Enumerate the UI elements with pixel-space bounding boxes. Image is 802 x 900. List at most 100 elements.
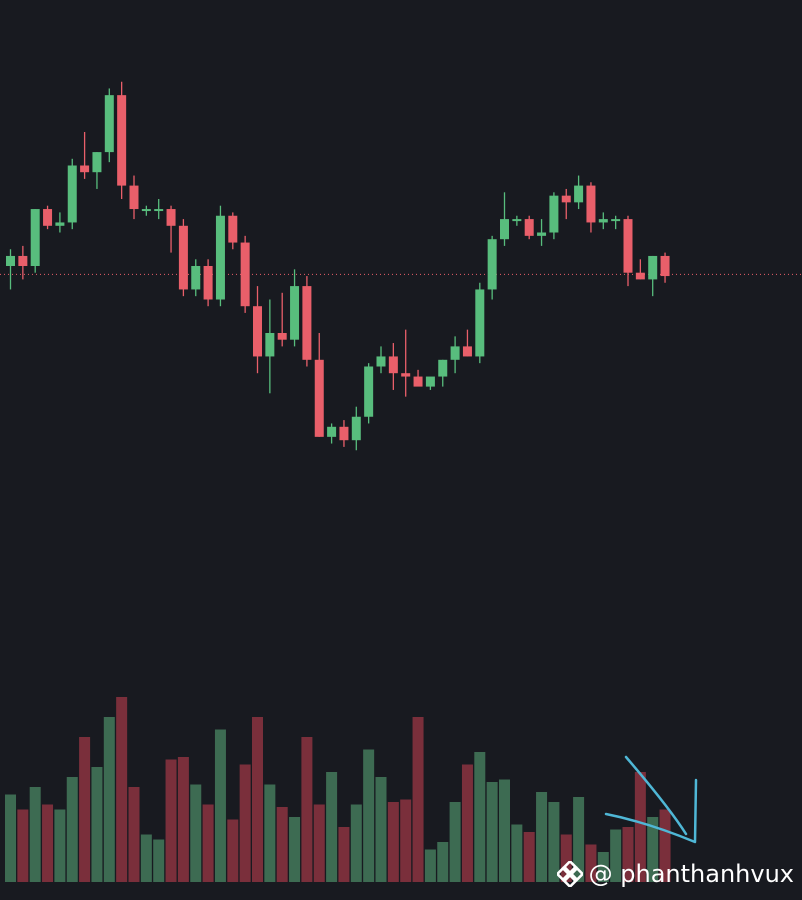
volume-bar <box>387 802 399 882</box>
volume-bar <box>165 759 177 882</box>
candle <box>388 343 398 390</box>
hand-drawn-arrow-annotation <box>604 755 698 844</box>
candle <box>55 212 65 233</box>
candle-body <box>574 185 584 203</box>
volume-bar <box>153 839 165 882</box>
candle-body <box>191 266 201 290</box>
candle-body <box>203 266 213 300</box>
candle <box>302 276 312 367</box>
volume-bar <box>190 784 202 882</box>
candle <box>487 235 497 300</box>
volume-bar <box>622 827 634 882</box>
candle-body <box>166 209 176 226</box>
candle <box>141 205 151 216</box>
volume-bar <box>103 717 115 882</box>
candle <box>475 282 485 364</box>
candle <box>154 199 164 220</box>
volume-bar <box>66 777 78 882</box>
volume-bar <box>128 787 140 882</box>
candle <box>166 205 176 253</box>
volume-bar <box>313 804 325 882</box>
volume-bar <box>264 784 276 882</box>
candle <box>462 329 472 357</box>
candle <box>351 406 361 451</box>
volume-bar <box>597 852 609 882</box>
volume-bar <box>140 834 152 882</box>
candle <box>92 152 102 189</box>
volume-bar <box>338 827 350 882</box>
candle-body <box>141 209 151 212</box>
candle <box>500 192 509 246</box>
candle-body <box>92 152 102 173</box>
candle <box>314 333 324 437</box>
candle <box>364 363 374 424</box>
candle <box>401 329 411 397</box>
volume-bar <box>474 752 486 882</box>
binance-logo-icon <box>556 861 583 887</box>
candle-body <box>438 359 448 377</box>
volume-bar <box>536 792 548 882</box>
candle-body <box>253 306 262 357</box>
candle <box>265 299 275 394</box>
volume-bar <box>91 767 103 882</box>
candle-body <box>43 209 53 226</box>
candle <box>178 219 188 297</box>
candle-body <box>549 195 559 233</box>
volume-bar <box>659 809 671 882</box>
candle-body <box>6 255 15 266</box>
candle <box>586 182 596 233</box>
volume-bar <box>252 717 263 882</box>
volume-bar <box>560 834 572 882</box>
volume-bar <box>461 764 473 882</box>
candle <box>80 132 90 179</box>
volume-bar <box>289 817 301 882</box>
candle <box>104 88 114 163</box>
candle <box>648 255 658 297</box>
volume-bar <box>375 777 387 882</box>
candle <box>660 252 670 283</box>
candle <box>129 175 139 220</box>
volume-bar <box>350 804 362 882</box>
watermark-handle: @ phanthanhvux <box>588 860 794 888</box>
candle-body <box>500 219 509 240</box>
volume-bar <box>400 799 412 882</box>
candle-body <box>290 286 300 340</box>
volume-bar <box>5 794 16 882</box>
candle-body <box>648 255 658 280</box>
candle-body <box>215 215 225 300</box>
volume-bar <box>412 717 424 882</box>
candle <box>327 423 337 444</box>
candle-body <box>178 225 188 290</box>
candle <box>549 192 559 240</box>
volume-bar <box>301 737 313 882</box>
volume-layer <box>5 697 671 882</box>
candle-body <box>30 209 40 266</box>
volume-bar <box>177 757 189 882</box>
candle <box>18 245 28 280</box>
candle <box>117 81 127 199</box>
volume-bar <box>29 787 41 882</box>
candle-body <box>339 426 349 441</box>
candle-body <box>401 373 411 377</box>
candle <box>43 205 53 230</box>
volume-bar <box>227 819 239 882</box>
candle-body <box>561 195 571 203</box>
candle-body <box>18 255 28 266</box>
candle <box>611 215 621 230</box>
candle-body <box>388 356 398 374</box>
candle <box>635 259 645 280</box>
candle-body <box>462 346 472 357</box>
volume-bar <box>202 804 214 882</box>
candle <box>413 369 423 387</box>
volume-bar <box>610 829 622 882</box>
volume-bar <box>634 772 646 882</box>
watermark: @ phanthanhvux <box>556 858 794 890</box>
volume-bar <box>523 832 535 882</box>
candle-body <box>635 272 645 280</box>
candle-body <box>611 219 621 222</box>
candle-body <box>376 356 386 367</box>
candle <box>290 269 300 347</box>
candle <box>240 235 250 313</box>
volume-bar <box>276 807 288 882</box>
